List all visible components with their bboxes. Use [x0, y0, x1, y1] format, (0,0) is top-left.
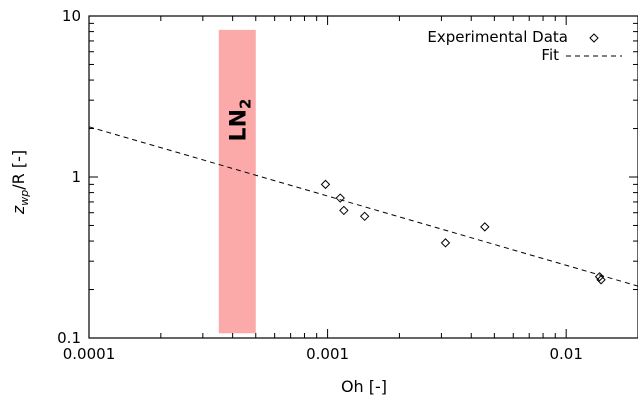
x-axis-title: Oh [-]: [341, 377, 387, 396]
data-point: [339, 205, 349, 216]
fit-line: [88, 126, 638, 287]
ln2-band-label: LN2: [226, 99, 254, 142]
data-point: [359, 211, 370, 222]
legend: Experimental Data Fit: [427, 28, 622, 64]
y-tick-label: 10: [62, 7, 81, 25]
svg-text:zwp/R [-]: zwp/R [-]: [9, 150, 31, 215]
band-layer: LN2: [218, 29, 256, 334]
y-axis-title-sub: wp: [18, 190, 31, 206]
data-point: [440, 238, 451, 248]
ln2-band-label-sub: 2: [236, 99, 254, 109]
x-tick-label: 0.0001: [63, 345, 116, 363]
y-axis-title-rest: /R [-]: [9, 150, 28, 190]
y-axis-title: zwp/R [-]: [9, 150, 31, 215]
data-point: [594, 272, 605, 282]
data-point: [596, 275, 606, 285]
point-layer: [320, 179, 606, 285]
x-tick-label: 0.001: [306, 345, 349, 363]
data-point: [480, 222, 490, 232]
tick-layer: 0.0001 0.001 0.01 0.1 1 10: [57, 7, 638, 363]
data-point: [320, 179, 331, 190]
x-tick-label: 0.01: [549, 345, 582, 363]
plot-frame: [88, 15, 638, 339]
ln2-band: [218, 29, 256, 334]
y-axis-title-var: z: [9, 205, 28, 215]
legend-label-fit: Fit: [541, 46, 559, 64]
data-point: [335, 193, 345, 203]
y-tick-label: 0.1: [57, 329, 81, 347]
legend-marker-diamond: [589, 33, 599, 43]
y-tick-label: 1: [71, 168, 81, 186]
legend-label-experimental: Experimental Data: [427, 28, 568, 46]
fit-layer: [88, 126, 638, 287]
ln2-band-label-main: LN: [226, 109, 251, 141]
